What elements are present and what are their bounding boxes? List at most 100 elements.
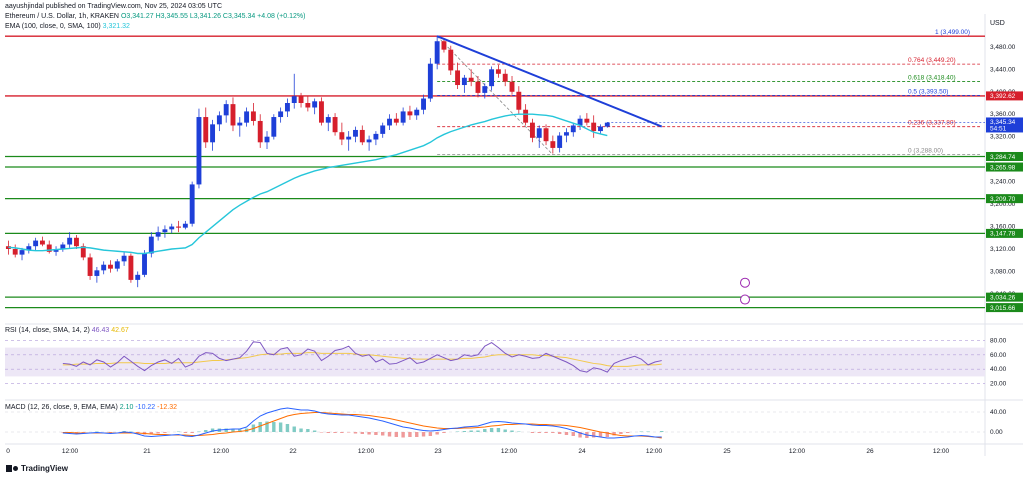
candle-body [203,117,209,143]
candle-body [604,122,610,127]
level-label: 3,209.70 [990,196,1016,203]
candle-body [536,128,542,138]
candle-body [108,264,113,269]
level-label: 3,265.98 [990,164,1016,171]
candle-body [19,250,25,255]
candle-body [60,244,66,249]
x-tick-label: 12:00 [789,448,806,455]
x-tick-label: 0 [6,448,10,455]
candle-body [543,128,549,142]
level-tag [986,228,1023,238]
fib-level-label: 0 (3,288.00) [908,148,943,155]
candle-body [291,96,297,103]
level-tag [986,151,1023,161]
candle-body [298,96,304,103]
candle-body [271,117,277,137]
last-price-tag [986,117,1023,133]
ema-line [8,113,608,255]
candle-body [244,111,250,123]
candle-body [250,111,256,121]
candle-body [380,125,386,134]
candle-body [223,104,229,116]
candle-body [305,103,311,108]
y-tick-label: 3,160.00 [990,224,1016,231]
level-label: 3,147.78 [990,231,1016,238]
candle-body [216,115,222,125]
x-tick-label: 24 [578,448,586,455]
x-tick-label: 12:00 [933,448,950,455]
macd-hist-value: 2.10 [119,404,134,411]
candle-body [155,232,161,237]
candle-body [169,226,175,230]
ema-label: EMA (100, close, 0, SMA, 100) [5,23,101,30]
x-tick-label: 21 [143,448,151,455]
candle-body [128,255,134,280]
currency-label: USD [990,20,1005,27]
level-label: 3,284.74 [990,154,1016,161]
candle-body [495,69,501,74]
candle-body [584,118,590,123]
candle-body [278,111,284,118]
candle-body [598,126,603,132]
level-label: 3,034.26 [990,294,1016,301]
x-tick-label: 12:00 [358,448,375,455]
fib-level-label: 0.618 (3,418.40) [908,74,956,81]
rsi-level-label: 60.00 [990,352,1007,359]
y-tick-label: 3,360.00 [990,111,1016,118]
candle-body [407,111,413,116]
candles-group [5,35,610,288]
rsi-ma-value: 42.67 [111,327,129,334]
candle-body [26,246,32,251]
candle-body [142,253,147,275]
x-tick-label: 12:00 [62,448,79,455]
x-tick-label: 22 [289,448,297,455]
candle-body [359,129,365,143]
candle-body [67,237,73,245]
ema-legend: EMA (100, close, 0, SMA, 100) 3,321.32 [5,23,130,30]
x-tick-label: 25 [723,448,731,455]
candle-body [284,103,290,112]
candle-body [550,141,556,148]
candle-body [339,132,345,140]
candle-body [461,77,467,86]
candle-body [33,240,39,247]
fib-level-label: 0.764 (3,449.20) [908,57,956,64]
candle-body [257,120,263,143]
ohlc-values: O3,341.27 H3,345.55 L3,341.26 C3,345.34 … [120,13,306,20]
x-tick-label: 12:00 [646,448,663,455]
y-tick-label: 3,080.00 [990,268,1016,275]
candle-body [121,255,127,262]
level-label: 3,015.66 [990,305,1016,312]
candle-body [414,109,420,116]
candle-body [523,109,529,123]
candle-body [482,86,488,93]
candle-body [162,229,168,233]
candle-body [591,122,597,132]
candle-body [373,133,379,140]
candle-body [421,98,426,110]
candle-body [53,249,59,252]
macd-signal-line [62,412,662,439]
level-label: 3,392.62 [990,93,1016,100]
candle-body [366,139,372,143]
level-tag [986,162,1023,172]
rsi-ma-line [62,352,662,367]
rsi-label: RSI (14, close, SMA, 14, 2) [5,327,90,334]
rsi-level-label: 20.00 [990,381,1007,388]
candle-body [557,135,563,148]
candle-body [189,184,195,224]
level-tag [986,91,1023,101]
candle-body [210,124,216,143]
candle-body [570,125,576,133]
candle-body [468,77,474,82]
candle-body [80,246,86,258]
candle-body [564,132,569,136]
macd-legend: MACD (12, 26, close, 9, EMA, EMA) 2.10 -… [5,404,177,411]
candle-body [509,81,515,92]
rsi-level-label: 80.00 [990,337,1007,344]
candle-body [448,49,454,71]
candle-body [319,101,324,123]
candle-body [237,122,243,126]
x-tick-label: 12:00 [213,448,230,455]
